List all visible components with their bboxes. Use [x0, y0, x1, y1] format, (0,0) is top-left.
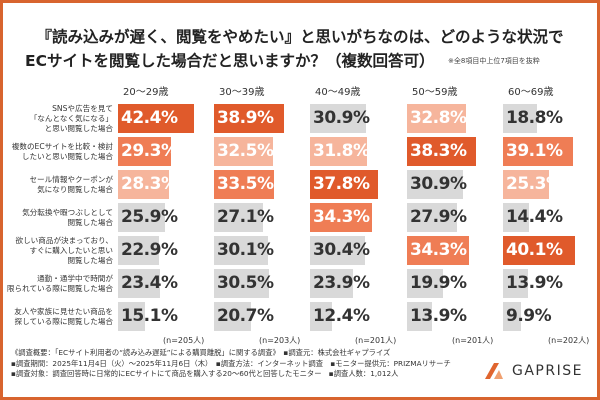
data-label: 29.3%	[121, 141, 178, 161]
data-label: 25.3%	[506, 174, 563, 194]
series-header: 60〜69歳	[508, 87, 554, 98]
bar	[118, 302, 146, 331]
data-label: 40.1%	[506, 240, 563, 260]
footer-line-3: ▪調査対象：調査回答時に日常的にECサイトにて商品を購入する20〜60代と回答し…	[11, 369, 399, 378]
bar	[503, 203, 529, 232]
chart-title: 『読み込みが遅く、閲覧をやめたい』と思いがちなのは、どのような状況で	[36, 28, 564, 46]
chart-note: ※全8項目中上位7項目を抜粋	[448, 57, 540, 65]
bar	[310, 170, 379, 199]
data-label: 12.4%	[313, 306, 370, 326]
series-header: 20〜29歳	[123, 87, 169, 98]
sample-size: (n=202人)	[548, 336, 590, 345]
data-label: 13.9%	[410, 306, 467, 326]
gaprise-logo: GAPRISE	[485, 363, 583, 379]
sample-size: (n=205人)	[163, 336, 205, 345]
bar	[214, 302, 252, 331]
bar	[310, 203, 372, 232]
bar	[310, 269, 354, 298]
data-label: 25.9%	[121, 207, 178, 227]
data-label: 23.4%	[121, 273, 178, 293]
sample-size: (n=201人)	[452, 336, 494, 345]
bar	[503, 170, 549, 199]
data-label: 30.1%	[217, 240, 274, 260]
bar	[118, 104, 195, 133]
bar	[214, 104, 285, 133]
category-label: セール情報やクーポンが 気になり閲覧した場合	[29, 174, 113, 194]
series-header: 30〜39歳	[219, 87, 265, 98]
bar	[310, 137, 368, 166]
bar	[407, 137, 476, 166]
bar	[310, 104, 366, 133]
data-label: 38.9%	[217, 108, 274, 128]
data-label: 9.9%	[506, 306, 552, 326]
bar	[310, 236, 365, 265]
bar	[214, 269, 269, 298]
bar	[214, 203, 263, 232]
gaprise-logo-icon	[485, 363, 503, 379]
bar	[118, 236, 160, 265]
series-header: 50〜59歳	[412, 87, 458, 98]
chart-title-line2: ECサイトを閲覧した場合だと思いますか？（複数回答可）	[25, 52, 435, 70]
sample-size: (n=201人)	[355, 336, 397, 345]
bar	[214, 170, 275, 199]
data-label: 34.3%	[410, 240, 467, 260]
category-label: SNSや広告を見て 「なんとなく気になる」 と思い閲覧した場合	[29, 103, 113, 133]
bar	[407, 104, 467, 133]
data-label: 30.5%	[217, 273, 274, 293]
data-label: 23.9%	[313, 273, 370, 293]
category-label: 複数のECサイトを比較・検討 したいと思い閲覧した場合	[11, 141, 113, 161]
data-label: 33.5%	[217, 174, 274, 194]
category-label: 欲しい商品が決まっており、 すぐに購入したいと思い 閲覧した場合	[15, 235, 113, 265]
data-label: 22.9%	[121, 240, 178, 260]
data-label: 18.8%	[506, 108, 563, 128]
data-label: 30.4%	[313, 240, 370, 260]
data-label: 27.1%	[217, 207, 274, 227]
data-label: 28.3%	[121, 174, 178, 194]
footer: 《調査概要：「ECサイト利用者の“読み込み遅延”による購買離脱」に関する調査》 …	[11, 348, 477, 380]
bar	[503, 104, 537, 133]
data-label: 31.8%	[313, 141, 370, 161]
bar	[214, 137, 273, 166]
data-label: 39.1%	[506, 141, 563, 161]
data-label: 20.7%	[217, 306, 274, 326]
data-label: 15.1%	[121, 306, 178, 326]
footer-line-1: 《調査概要：「ECサイト利用者の“読み込み遅延”による購買離脱」に関する調査》 …	[11, 348, 391, 357]
bar	[503, 269, 529, 298]
bar	[118, 203, 165, 232]
category-label: 気分転換や暇つぶしとして 閲覧した場合	[22, 207, 113, 227]
sample-size: (n=203人)	[259, 336, 301, 345]
bar	[407, 302, 433, 331]
data-label: 13.9%	[506, 273, 563, 293]
data-label: 37.8%	[313, 174, 370, 194]
data-label: 38.3%	[410, 141, 467, 161]
bar	[407, 170, 463, 199]
logo-text: GAPRISE	[512, 363, 583, 379]
category-label: 友人や家族に見せたい商品を 探している際に閲覧した場合	[14, 306, 113, 326]
data-label: 30.9%	[410, 174, 467, 194]
bar	[118, 170, 169, 199]
bar	[310, 302, 333, 331]
data-label: 32.5%	[217, 141, 274, 161]
data-label: 32.8%	[410, 108, 467, 128]
bar	[503, 302, 521, 331]
bar	[118, 137, 171, 166]
bar	[214, 236, 269, 265]
data-label: 27.9%	[410, 207, 467, 227]
data-label: 19.9%	[410, 273, 467, 293]
bar	[407, 203, 458, 232]
data-label: 42.4%	[121, 108, 178, 128]
bar	[407, 269, 443, 298]
footer-line-2: ▪調査期間：2025年11月4日（火）〜2025年11月6日（木） ▪調査方法：…	[11, 358, 451, 368]
bar	[118, 269, 161, 298]
series-header: 40〜49歳	[315, 87, 361, 98]
category-label: 通勤・通学中で時間が 限られている際に閲覧した場合	[6, 273, 113, 293]
data-label: 34.3%	[313, 207, 370, 227]
bar	[503, 236, 576, 265]
data-label: 14.4%	[506, 207, 563, 227]
data-label: 30.9%	[313, 108, 370, 128]
bar	[503, 137, 574, 166]
bar	[407, 236, 469, 265]
